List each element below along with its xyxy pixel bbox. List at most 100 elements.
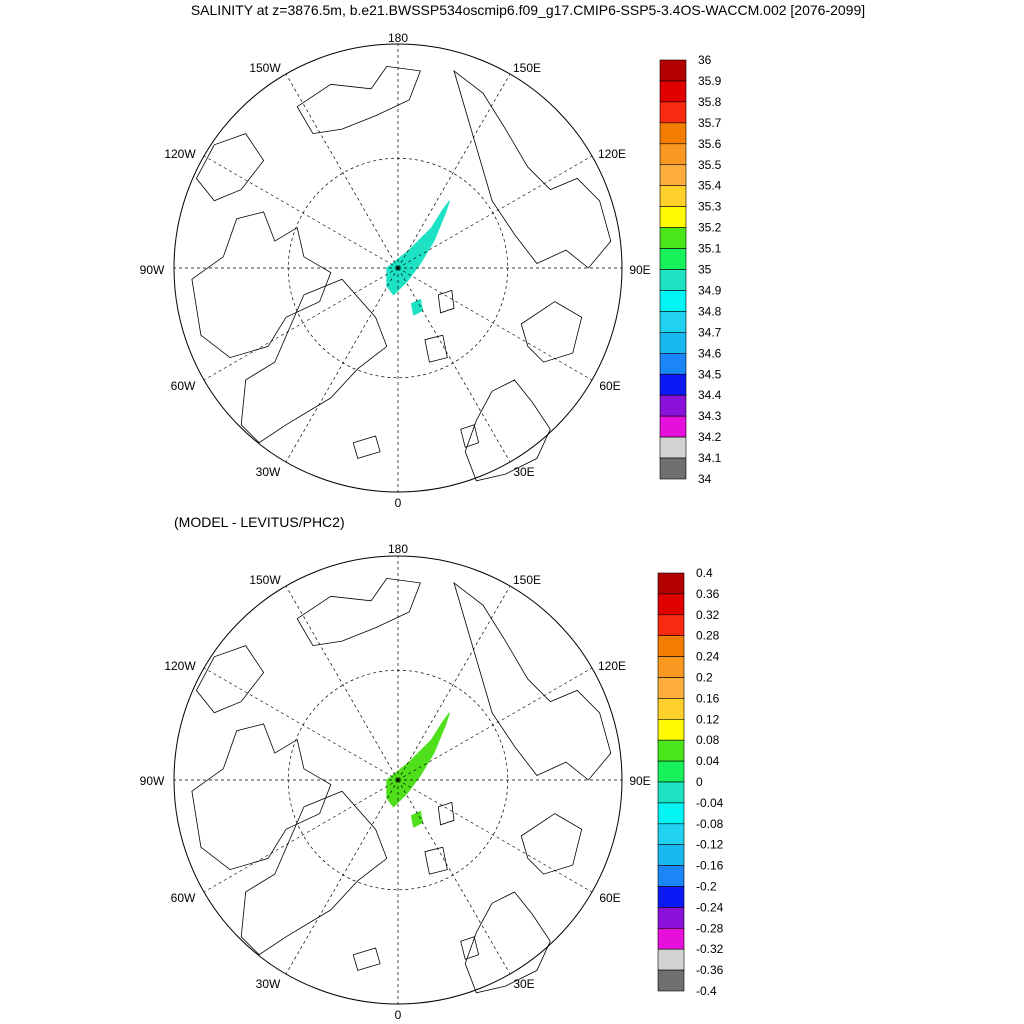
colorbar-label: 0.4 [696, 566, 713, 580]
colorbar-label: 0.12 [696, 712, 720, 726]
coastline [453, 581, 612, 781]
coastline [195, 133, 265, 202]
colorbar-box [657, 656, 685, 678]
lon-label-90e: 90E [629, 263, 650, 277]
colorbar-label: 0.08 [696, 733, 720, 747]
coastline [520, 813, 583, 875]
colorbar-label: -0.36 [696, 963, 724, 977]
meridian-line [397, 585, 511, 781]
colorbar-box [657, 865, 685, 887]
salinity-field [386, 200, 450, 296]
coastline [460, 424, 480, 448]
coastline [240, 790, 388, 956]
coastline [464, 379, 551, 482]
meridian-line [397, 779, 511, 975]
colorbar-label: 34.3 [698, 409, 722, 423]
lon-label-0: 0 [395, 496, 402, 510]
colorbar-box [659, 457, 687, 480]
colorbar-label: 35.9 [698, 74, 722, 88]
colorbar-label: 35.4 [698, 179, 722, 193]
colorbar-label: -0.32 [696, 942, 724, 956]
lon-label-90w: 90W [140, 263, 165, 277]
colorbar-label: 0.24 [696, 650, 720, 664]
colorbar-label: -0.08 [696, 817, 724, 831]
colorbar-label: 0.36 [696, 587, 720, 601]
salinity-field [386, 712, 450, 808]
coastline [437, 801, 455, 826]
colorbar-label: 34.8 [698, 304, 722, 318]
meridian-line [397, 155, 593, 269]
coastline [296, 65, 421, 135]
colorbar-label: 34.9 [698, 283, 722, 297]
colorbar-label: 0.2 [696, 671, 713, 685]
lon-label-150e: 150E [513, 61, 541, 75]
coastline [520, 301, 583, 363]
meridian-line [203, 155, 399, 269]
colorbar-box [657, 802, 685, 825]
lon-label-60w: 60W [171, 891, 196, 905]
lon-labels-1: 180 0 90W 90E 150W 120W 150E 120E 60W 30… [140, 31, 651, 510]
lon-label-30w: 30W [256, 465, 281, 479]
colorbar-box [657, 739, 685, 762]
map-boundary [173, 43, 623, 493]
polar-map-1 [173, 43, 623, 493]
meridian-line [285, 779, 399, 975]
lon-label-120e: 120E [598, 659, 626, 673]
coastline [464, 891, 551, 994]
meridian-line [203, 267, 399, 381]
colorbar-box [657, 572, 685, 595]
colorbar-label: 35.2 [698, 221, 722, 235]
lon-label-180: 180 [388, 31, 408, 45]
colorbar-box [657, 698, 685, 720]
colorbar-box [657, 969, 685, 992]
lon-label-0: 0 [395, 1008, 402, 1022]
coastline [453, 69, 612, 269]
lon-label-60e: 60E [599, 379, 620, 393]
lon-label-60w: 60W [171, 379, 196, 393]
colorbar-label: 0.28 [696, 629, 720, 643]
meridian-line [285, 73, 399, 269]
meridian-line [285, 267, 399, 463]
colorbar-box [657, 593, 685, 616]
colorbar-label: 34.2 [698, 430, 722, 444]
colorbar-box [657, 781, 685, 804]
lon-label-30w: 30W [256, 977, 281, 991]
coastline [437, 289, 455, 314]
map-boundary [173, 555, 623, 1005]
lon-label-30e: 30E [513, 977, 534, 991]
colorbar-label: 35.6 [698, 137, 722, 151]
colorbar-label: 34.4 [698, 388, 722, 402]
colorbar-label: 35.1 [698, 242, 722, 256]
lon-label-120w: 120W [164, 659, 196, 673]
lon-label-120e: 120E [598, 147, 626, 161]
colorbar-box [657, 614, 685, 636]
meridian-line [203, 667, 399, 781]
colorbar-label: -0.28 [696, 921, 724, 935]
lon-labels-2: 180 0 90W 90E 150W 120W 150E 120E 60W 30… [140, 542, 651, 1022]
colorbar-label: 34.7 [698, 325, 722, 339]
meridian-line [397, 667, 593, 781]
colorbar-box [657, 635, 685, 657]
colorbar-label: 0.04 [696, 754, 720, 768]
colorbar-label: 35.3 [698, 200, 722, 214]
coastline [460, 936, 480, 960]
lon-label-60e: 60E [599, 891, 620, 905]
colorbar-label: 0 [696, 775, 703, 789]
colorbar-label: 0.32 [696, 608, 720, 622]
colorbar-label: 34.5 [698, 367, 722, 381]
colorbar-label: 35 [698, 263, 712, 277]
colorbar-box [657, 948, 685, 971]
colorbar-2: 0.4 0.36 0.32 0.28 0.24 0.2 0.16 0.12 0.08 0.04 0 -… [657, 566, 724, 998]
lon-label-150w: 150W [249, 573, 281, 587]
meridian-line [203, 779, 399, 893]
figure-title: SALINITY at z=3876.5m, b.e21.BWSSP534osc… [190, 2, 866, 18]
colorbar-box [657, 718, 685, 741]
colorbar-label: 35.8 [698, 95, 722, 109]
coastline [352, 435, 381, 459]
colorbar-label: -0.24 [696, 900, 724, 914]
colorbar-label: 36 [698, 53, 712, 67]
coastline [296, 577, 421, 647]
panel2-subtitle: (MODEL - LEVITUS/PHC2) [174, 514, 345, 530]
lon-label-120w: 120W [164, 147, 196, 161]
